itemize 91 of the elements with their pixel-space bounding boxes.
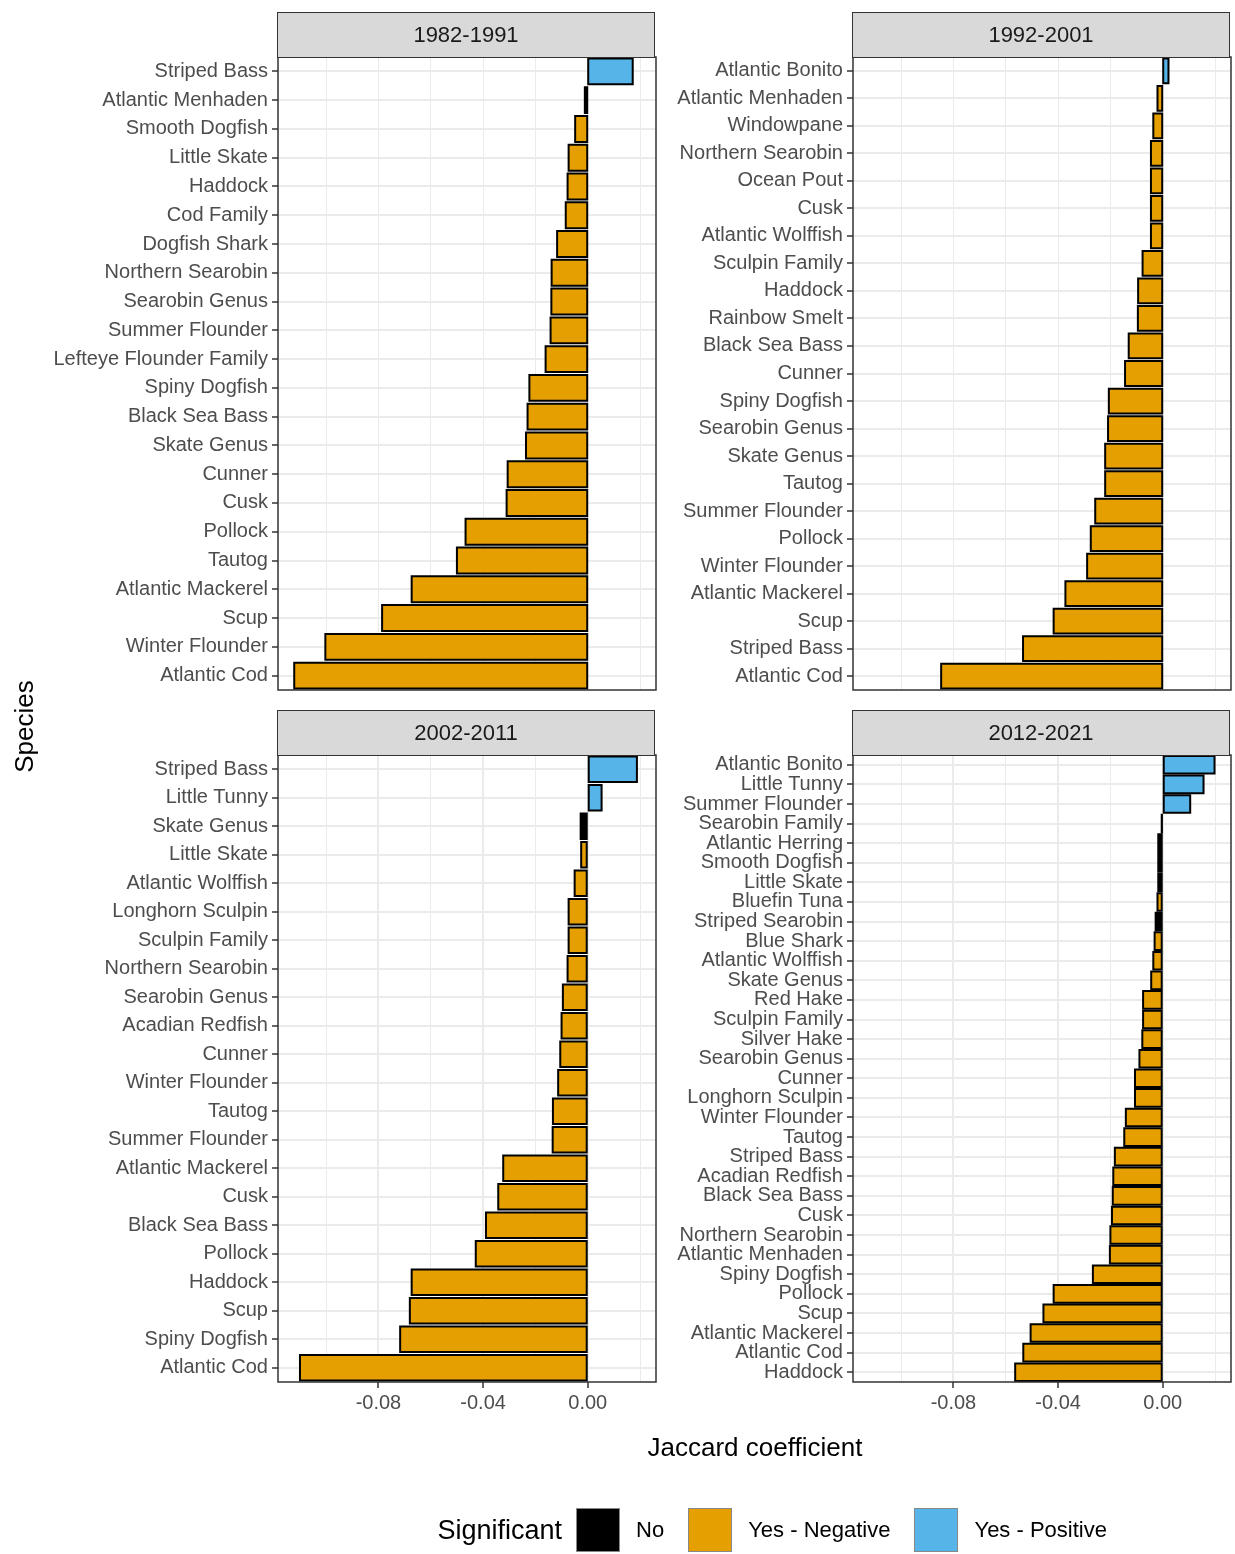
x-tick-label: -0.04 (1035, 1390, 1081, 1413)
y-tick-label: Striped Bass (154, 58, 268, 81)
y-tick-label: Windowpane (727, 113, 843, 136)
y-tick-label: Smooth Dogfish (125, 116, 268, 139)
y-tick-label: Red Hake (754, 987, 843, 1010)
y-tick-label: Summer Flounder (682, 498, 844, 521)
y-tick-label: Haddock (189, 173, 269, 196)
y-tick-label: Cunner (202, 461, 269, 484)
y-tick-label: Rainbow Smelt (708, 305, 844, 328)
y-tick-label: Atlantic Bonito (715, 58, 843, 81)
y-tick-label: Cunner (202, 1041, 269, 1064)
y-tick-label: Skate Genus (727, 443, 843, 466)
y-tick-label: Haddock (189, 1269, 269, 1292)
y-tick-label: Northern Searobin (679, 1222, 843, 1245)
y-tick-label: Winter Flounder (125, 1070, 269, 1093)
y-tick-label: Sculpin Family (712, 250, 843, 273)
y-tick-label: Sculpin Family (712, 1007, 843, 1030)
chart-title: 1992-2001 (852, 12, 1230, 58)
chart-title: 2002-2011 (277, 710, 655, 756)
y-tick-label: Scup (222, 605, 268, 628)
x-tick-label: 0.00 (1143, 1390, 1183, 1413)
y-tick-label: Cusk (222, 490, 269, 513)
y-tick-label: Little Tunny (165, 785, 268, 808)
y-tick-label: Atlantic Mackerel (115, 576, 268, 599)
y-tick-label: Striped Bass (729, 636, 843, 659)
y-tick-label: Atlantic Wolffish (126, 870, 268, 893)
y-tick-label: Acadian Redfish (122, 1013, 268, 1036)
y-tick-label: Cusk (222, 1184, 269, 1207)
y-tick-label: Atlantic Cod (160, 1355, 268, 1378)
y-tick-label: Skate Genus (152, 432, 268, 455)
y-tick-label: Skate Genus (152, 813, 268, 836)
y-tick-label: Lefteye Flounder Family (53, 346, 268, 369)
y-tick-label: Cusk (797, 195, 844, 218)
y-tick-label: Pollock (203, 519, 269, 542)
y-tick-label: Searobin Genus (123, 984, 268, 1007)
x-tick-label: 0.00 (568, 1390, 608, 1413)
chart-title: 2012-2021 (852, 710, 1230, 756)
y-tick-label: Atlantic Mackerel (115, 1155, 268, 1178)
y-tick-label: Atlantic Menhaden (677, 85, 843, 108)
y-tick-label: Pollock (778, 526, 844, 549)
y-tick-label: Atlantic Cod (160, 663, 268, 686)
legend-label: No (636, 1517, 665, 1543)
x-tick-label: -0.08 (355, 1390, 402, 1413)
x-axis-title: Jaccard coefficient (647, 1432, 863, 1463)
y-tick-label: Atlantic Wolffish (701, 223, 843, 246)
y-tick-label: Atlantic Mackerel (690, 581, 843, 604)
y-tick-label: Ocean Pout (737, 168, 844, 191)
y-tick-label: Spiny Dogfish (719, 388, 843, 411)
y-tick-label: Cod Family (166, 202, 268, 225)
y-tick-label: Spiny Dogfish (144, 375, 268, 398)
y-tick-label: Winter Flounder (700, 553, 844, 576)
y-tick-label: Little Skate (169, 145, 268, 168)
y-tick-label: Bluefin Tuna (731, 889, 844, 912)
y-tick-label: Scup (797, 608, 843, 631)
y-tick-label: Sculpin Family (137, 927, 268, 950)
y-tick-label: Scup (222, 1298, 268, 1321)
y-tick-label: Atlantic Menhaden (102, 87, 268, 110)
y-tick-label: Pollock (203, 1241, 269, 1264)
y-tick-label: Black Sea Bass (127, 404, 268, 427)
y-tick-label: Tautog (782, 471, 843, 494)
y-tick-label: Searobin Genus (698, 416, 843, 439)
y-tick-label: Northern Searobin (104, 260, 268, 283)
y-tick-label: Tautog (207, 1098, 268, 1121)
y-tick-label: Tautog (207, 548, 268, 571)
y-tick-label: Little Skate (169, 842, 268, 865)
y-tick-label: Searobin Genus (123, 289, 268, 312)
x-tick-label: -0.04 (460, 1390, 506, 1413)
y-axis-title: Species (8, 679, 40, 773)
y-tick-label: Summer Flounder (107, 1127, 269, 1150)
y-tick-label: Searobin Family (698, 811, 843, 834)
y-tick-label: Northern Searobin (679, 140, 843, 163)
y-tick-label: Black Sea Bass (127, 1212, 268, 1235)
y-tick-label: Striped Bass (154, 756, 268, 779)
y-tick-label: Longhorn Sculpin (687, 1085, 843, 1108)
y-tick-label: Summer Flounder (107, 317, 269, 340)
legend-label: Yes - Negative (748, 1517, 891, 1543)
legend-title: Significant (437, 1514, 563, 1546)
y-tick-label: Tautog (782, 1124, 843, 1147)
legend-label: Yes - Positive (974, 1517, 1107, 1543)
y-tick-label: Spiny Dogfish (144, 1326, 268, 1349)
chart-title: 1982-1991 (277, 12, 655, 58)
y-tick-label: Scup (797, 1300, 843, 1323)
y-tick-label: Longhorn Sculpin (112, 899, 268, 922)
y-tick-label: Winter Flounder (125, 634, 269, 657)
y-tick-label: Haddock (764, 278, 844, 301)
y-tick-label: Cunner (777, 361, 844, 384)
y-tick-label: Dogfish Shark (142, 231, 269, 254)
x-tick-label: -0.08 (930, 1390, 977, 1413)
y-tick-label: Northern Searobin (104, 956, 268, 979)
y-tick-label: Atlantic Cod (735, 663, 843, 686)
y-tick-label: Black Sea Bass (702, 333, 843, 356)
